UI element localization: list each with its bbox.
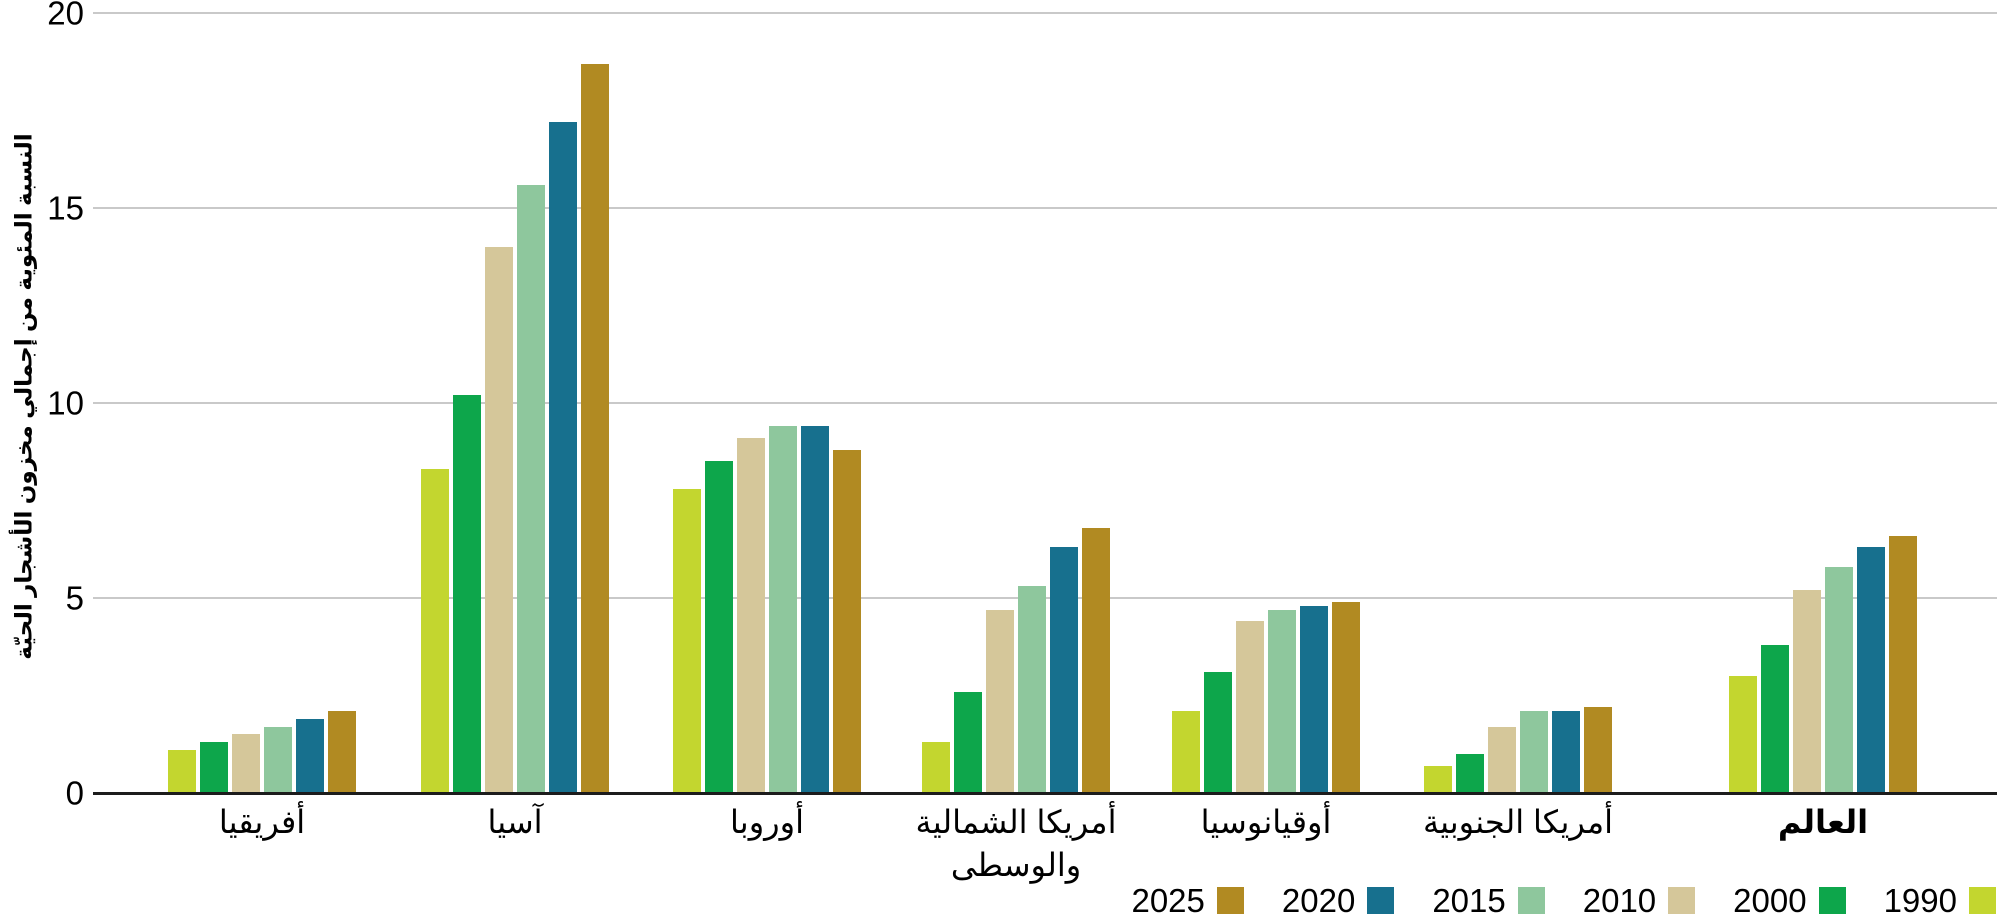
bar-2015-5	[1520, 711, 1548, 793]
gridline-15	[93, 207, 1997, 209]
bar-2000-4	[1204, 672, 1232, 793]
y-tick-10: 10	[47, 384, 84, 422]
legend-item-1990: 1990	[1884, 884, 1996, 917]
legend-item-2020: 2020	[1281, 882, 1395, 919]
bar-2000-5	[1456, 754, 1484, 793]
legend-label-2000: 2000	[1733, 882, 1807, 919]
bar-2015-2	[769, 426, 797, 793]
bar-group-5	[1424, 707, 1612, 793]
bar-2010-6	[1793, 590, 1821, 793]
legend-label-1990: 1990	[1883, 882, 1957, 919]
bar-2025-2	[833, 450, 861, 793]
legend-label-2015: 2015	[1432, 882, 1506, 919]
legend-swatch-2020	[1367, 887, 1395, 914]
legend-swatch-2010	[1668, 887, 1696, 914]
x-label-1: آسيا	[487, 804, 543, 840]
bar-2025-6	[1889, 536, 1917, 793]
bar-2025-1	[581, 64, 609, 793]
bar-group-2	[673, 426, 861, 793]
bar-2020-0	[296, 719, 324, 793]
bar-group-1	[421, 64, 609, 793]
legend-swatch-2015	[1517, 887, 1545, 914]
bar-2010-0	[232, 734, 260, 793]
bar-1990-3	[922, 742, 950, 793]
y-tick-5: 5	[65, 579, 84, 617]
legend: 2025 2020 2015 2010 2000 1990	[1131, 884, 1999, 917]
bar-2025-0	[328, 711, 356, 793]
gridline-20	[93, 12, 1997, 14]
bar-2010-4	[1236, 621, 1264, 793]
bar-1990-6	[1729, 676, 1757, 793]
bar-2020-3	[1050, 547, 1078, 793]
bar-2015-6	[1825, 567, 1853, 793]
bar-2010-2	[737, 438, 765, 793]
bar-2010-3	[986, 610, 1014, 793]
bar-2000-6	[1761, 645, 1789, 793]
bar-2020-6	[1857, 547, 1885, 793]
bar-2025-4	[1332, 602, 1360, 793]
bar-2015-1	[517, 185, 545, 793]
legend-item-2010: 2010	[1582, 882, 1696, 919]
bar-group-0	[168, 711, 356, 793]
legend-item-2000: 2000	[1733, 882, 1846, 919]
bar-group-6	[1729, 536, 1917, 793]
x-label-3: أمريكا الشمالية والوسطى	[915, 804, 1117, 883]
bar-1990-1	[421, 469, 449, 793]
bar-2020-2	[801, 426, 829, 793]
bar-2000-3	[954, 692, 982, 793]
bar-2010-5	[1488, 727, 1516, 793]
bar-group-4	[1172, 602, 1360, 793]
bar-2020-4	[1300, 606, 1328, 793]
bar-2015-4	[1268, 610, 1296, 793]
gridline-10	[93, 402, 1997, 404]
x-label-5: أمريكا الجنوبية	[1422, 804, 1614, 840]
bar-2015-3	[1018, 586, 1046, 793]
bar-1990-4	[1172, 711, 1200, 793]
bar-2025-5	[1584, 707, 1612, 793]
legend-swatch-1990	[1969, 887, 1996, 914]
legend-item-2015: 2015	[1432, 882, 1545, 919]
legend-swatch-2025	[1216, 887, 1244, 914]
legend-label-2020: 2020	[1281, 882, 1356, 919]
x-axis-line	[93, 792, 1997, 795]
legend-item-2025: 2025	[1131, 882, 1244, 919]
bar-2010-1	[485, 247, 513, 793]
y-tick-20: 20	[47, 0, 84, 32]
bar-2015-0	[264, 727, 292, 793]
y-tick-15: 15	[47, 189, 84, 227]
x-label-2: أوروبا	[730, 804, 804, 840]
x-label-4: أوقيانوسيا	[1200, 804, 1332, 840]
bar-2000-1	[453, 395, 481, 793]
bar-group-3	[922, 528, 1110, 793]
bar-2000-2	[705, 461, 733, 793]
bar-1990-5	[1424, 766, 1452, 793]
bar-1990-0	[168, 750, 196, 793]
legend-label-2025: 2025	[1131, 882, 1205, 919]
bar-2020-1	[549, 122, 577, 793]
bar-2020-5	[1552, 711, 1580, 793]
legend-label-2010: 2010	[1582, 882, 1657, 919]
y-tick-0: 0	[65, 774, 84, 812]
bar-2025-3	[1082, 528, 1110, 793]
bar-2000-0	[200, 742, 228, 793]
legend-swatch-2000	[1818, 887, 1846, 914]
bar-1990-2	[673, 489, 701, 793]
x-label-6: العالم	[1777, 804, 1869, 840]
x-label-0: أفريقيا	[218, 804, 306, 840]
